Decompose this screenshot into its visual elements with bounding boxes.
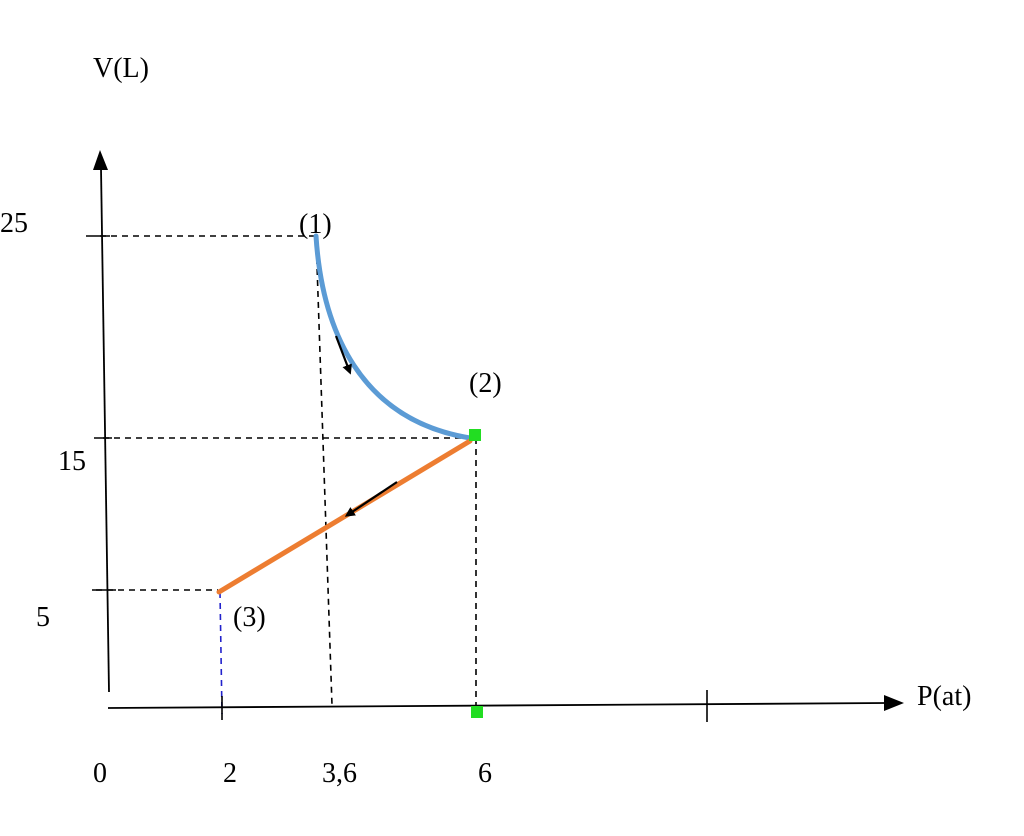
process-2-3-line	[216, 438, 473, 595]
x-axis-arrowhead	[884, 695, 904, 711]
x-tick-label-2: 2	[223, 758, 237, 789]
direction-arrow-1-2	[334, 335, 352, 375]
process-1-2-curve	[313, 233, 473, 441]
direction-arrow-2-3	[344, 481, 398, 517]
guide-lines	[96, 235, 477, 708]
state-3-label: (3)	[233, 602, 266, 633]
y-axis-arrowhead	[93, 150, 108, 170]
guide-p2-vertical	[219, 591, 223, 715]
y-axis	[100, 167, 110, 693]
x-tick-label-6: 6	[478, 758, 492, 789]
x-axis	[107, 702, 887, 709]
state-2-label: (2)	[469, 368, 502, 399]
x-tick-label-3-6: 3,6	[322, 758, 357, 789]
y-tick-label-25: 25	[0, 208, 28, 239]
guide-p36-vertical	[315, 235, 333, 706]
y-axis-label: V(L)	[93, 53, 149, 84]
y-tick-label-5: 5	[36, 602, 50, 633]
y-tick-label-15: 15	[58, 446, 86, 477]
x-axis-label: P(at)	[917, 681, 971, 712]
state-2-marker	[469, 429, 481, 441]
state-1-label: (1)	[299, 209, 332, 240]
p6-axis-marker	[471, 706, 483, 718]
x-tick-label-0: 0	[93, 758, 107, 789]
axes	[86, 150, 904, 722]
